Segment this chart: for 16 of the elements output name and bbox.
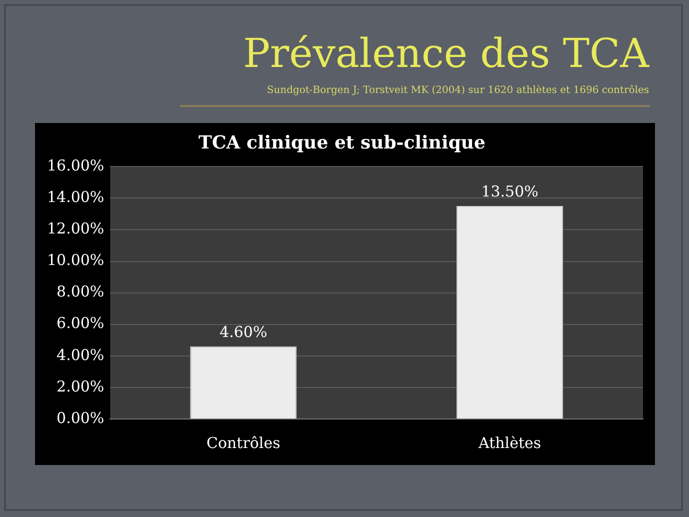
data-label: 4.60%	[220, 322, 268, 341]
x-tick-label: Contrôles	[206, 434, 280, 452]
y-tick-label: 6.00%	[56, 314, 104, 332]
y-tick-label: 8.00%	[56, 282, 104, 301]
chart-subtitle: TCA clinique et sub-clinique	[198, 132, 486, 154]
y-tick-label: 16.00%	[46, 156, 104, 174]
chart-title: Prévalence des TCA	[243, 30, 649, 78]
y-tick-label: 10.00%	[46, 251, 104, 270]
y-tick-label: 2.00%	[56, 377, 104, 396]
text: Sundgot-Borgen J; Torstveit MK (2004) sur 1620 athlètes et 1696 contrôles	[266, 85, 649, 96]
y-tick-label: 14.00%	[46, 188, 104, 206]
x-tick-label: Athlètes	[478, 434, 542, 452]
y-tick-label: 4.00%	[56, 346, 104, 364]
y-tick-label: 12.00%	[46, 220, 104, 238]
data-label: 13.50%	[481, 182, 538, 200]
y-tick-label: 0.00%	[56, 408, 104, 427]
